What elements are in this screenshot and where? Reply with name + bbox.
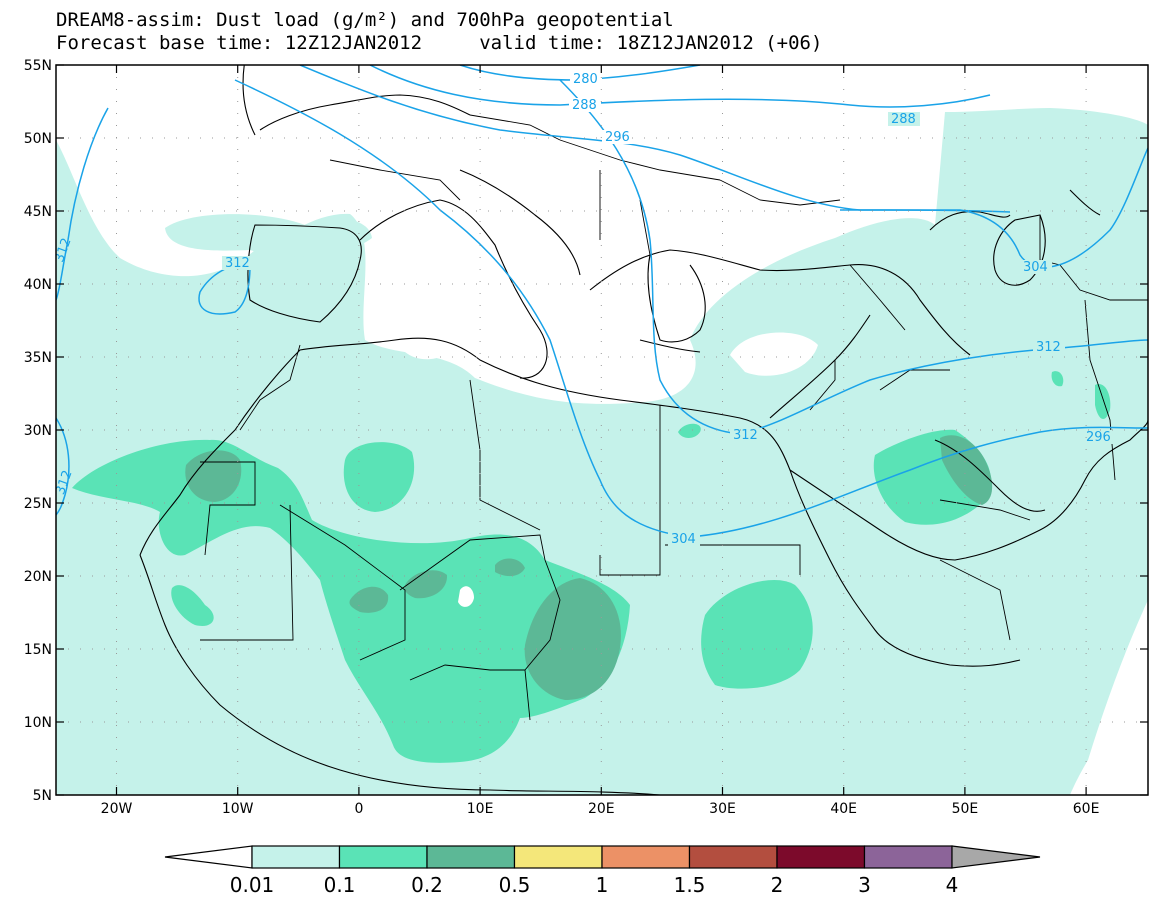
country-borders: [200, 114, 1148, 721]
lon-tick-label: 10E: [467, 801, 494, 817]
colorbar-label: 0.2: [411, 873, 443, 897]
lat-tick-label: 5N: [33, 788, 52, 804]
map-plot-area: 280 288 296 288 312 312 312 304 312 296 …: [56, 65, 1148, 795]
longitude-axis: 20W 10W 0 10E 20E 30E 40E 50E 60E: [101, 65, 1100, 817]
colorbar-label: 1.5: [674, 873, 706, 897]
colorbar-label: 3: [858, 873, 871, 897]
dust-level-0-1-area: [1051, 371, 1064, 387]
colorbar-label: 4: [946, 873, 959, 897]
contour-label: 312: [733, 428, 758, 443]
contour-label-bg: [1083, 430, 1115, 444]
contour-label-bg: [730, 428, 762, 442]
dust-level-0-1-area: [171, 585, 214, 626]
colorbar-swatch: [513, 845, 603, 869]
colorbar-label: 0.5: [499, 873, 531, 897]
no-dust-area: [730, 332, 818, 376]
contour-label-bg: [1033, 340, 1065, 354]
lat-tick-label: 35N: [24, 350, 52, 366]
contour-label: 312: [225, 256, 250, 271]
lat-tick-label: 20N: [24, 569, 52, 585]
lat-tick-label: 10N: [24, 715, 52, 731]
lon-tick-label: 60E: [1073, 801, 1100, 817]
contour-label-bg: [1020, 260, 1052, 274]
colorbar-swatch: [426, 845, 516, 869]
dust-level-0-1-area: [678, 423, 701, 438]
lon-tick-label: 50E: [952, 801, 979, 817]
lat-tick-label: 25N: [24, 496, 52, 512]
lon-tick-label: 40E: [830, 801, 857, 817]
dust-level-0-2-area: [524, 578, 621, 700]
contour-label: 288: [891, 112, 916, 127]
lat-tick-label: 30N: [24, 423, 52, 439]
colorbar: 0.01 0.1 0.2 0.5 1 1.5 2 3 4: [164, 845, 1041, 897]
colorbar-label: 0.1: [324, 873, 356, 897]
no-dust-area: [458, 586, 474, 607]
dust-level-0-2-area: [940, 435, 993, 505]
dust-level-0-01-area: [165, 214, 372, 257]
contour-label: 304: [1023, 260, 1048, 275]
colorbar-swatch: [251, 845, 341, 869]
contour-label-bg: [222, 256, 254, 270]
contour-label-bg: [570, 72, 602, 86]
contour-label-bg: [602, 130, 634, 144]
contour-label: 280: [573, 72, 598, 87]
dust-level-0-1-area: [343, 442, 415, 512]
no-dust-area: [405, 347, 445, 360]
chart-title: DREAM8-assim: Dust load (g/m²) and 700hP…: [56, 9, 674, 31]
colorbar-label: 0.01: [230, 873, 275, 897]
dust-level-0-2-area: [495, 558, 525, 577]
chart-subtitle: Forecast base time: 12Z12JAN2012 valid t…: [56, 32, 823, 54]
dust-level-0-2-area: [185, 450, 242, 502]
colorbar-swatch: [863, 845, 953, 869]
lat-tick-label: 50N: [24, 131, 52, 147]
lon-tick-label: 20W: [101, 801, 133, 817]
lat-tick-label: 55N: [24, 58, 52, 74]
colorbar-left-arrow: [164, 845, 253, 869]
colorbar-label: 1: [596, 873, 609, 897]
contour-labels: 280 288 296 288 312 312 312 304 312 296 …: [56, 72, 1115, 547]
contour-label-bg: [668, 532, 700, 546]
lat-tick-label: 45N: [24, 204, 52, 220]
contour-label: 296: [605, 130, 630, 145]
contour-label: 288: [572, 98, 597, 113]
colorbar-swatch: [688, 845, 778, 869]
dust-level-0-01-area: [56, 108, 1148, 795]
lon-tick-label: 0: [354, 801, 363, 817]
contour-label: 312: [1036, 340, 1061, 355]
lat-tick-label: 15N: [24, 642, 52, 658]
lat-tick-label: 40N: [24, 277, 52, 293]
latitude-axis: 55N 50N 45N 40N 35N 30N 25N 20N 15N 10N 5N: [24, 58, 1148, 804]
colorbar-swatch: [338, 845, 428, 869]
dust-level-0-1-area: [701, 579, 813, 689]
lon-tick-label: 20E: [588, 801, 615, 817]
contour-label-bg: [569, 98, 601, 112]
lon-tick-label: 10W: [222, 801, 254, 817]
colorbar-right-arrow: [951, 845, 1041, 869]
colorbar-swatch: [776, 845, 866, 869]
colorbar-label: 2: [771, 873, 784, 897]
contour-label: 304: [671, 532, 696, 547]
contour-label: 296: [1086, 430, 1111, 445]
lon-tick-label: 30E: [709, 801, 736, 817]
colorbar-swatch: [601, 845, 691, 869]
contour-label-bg: [888, 112, 920, 126]
dust-level-0-2-area: [404, 570, 448, 599]
